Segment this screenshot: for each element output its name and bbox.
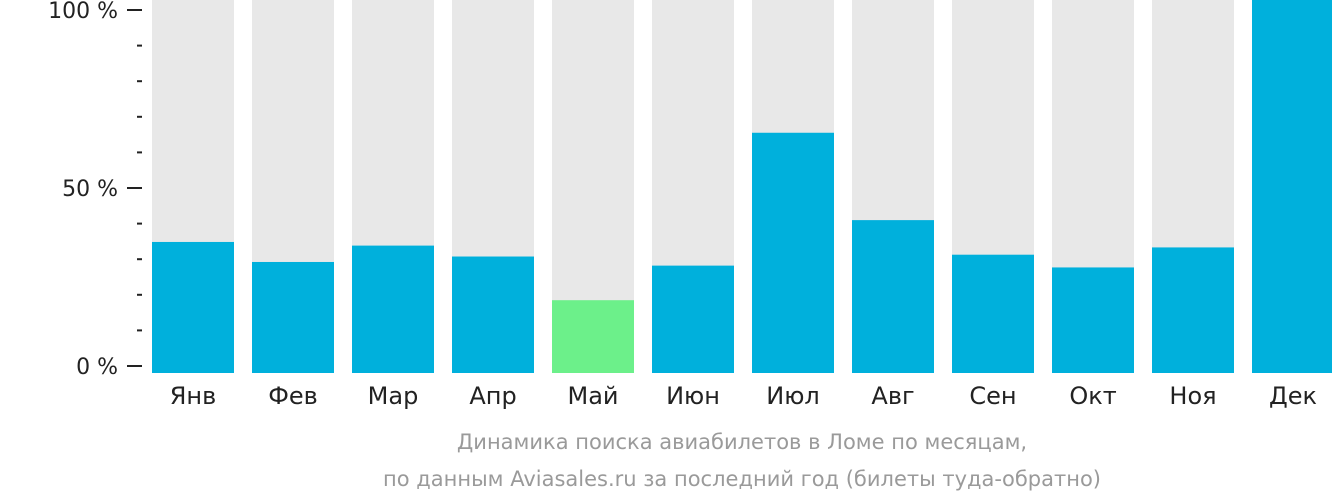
x-tick-label: Сен bbox=[969, 382, 1016, 410]
bar bbox=[952, 254, 1034, 373]
x-tick-label: Июл bbox=[766, 382, 820, 410]
x-tick-label: Апр bbox=[469, 382, 516, 410]
bar bbox=[352, 245, 434, 373]
x-tick-label: Авг bbox=[871, 382, 914, 410]
bar bbox=[1052, 267, 1134, 373]
bar bbox=[252, 261, 334, 373]
chart-caption-line-1: Динамика поиска авиабилетов в Ломе по ме… bbox=[456, 430, 1028, 454]
x-tick-label: Янв bbox=[170, 382, 217, 410]
y-tick-label: 0 % bbox=[76, 355, 118, 380]
x-tick-label: Мар bbox=[368, 382, 419, 410]
bar bbox=[1152, 247, 1234, 373]
bar bbox=[552, 300, 634, 373]
chart-caption-line-2: по данным Aviasales.ru за последний год … bbox=[383, 467, 1101, 491]
x-tick-label: Июн bbox=[666, 382, 720, 410]
y-tick-label: 50 % bbox=[62, 177, 118, 202]
x-tick-label: Май bbox=[567, 382, 618, 410]
bar bbox=[452, 256, 534, 373]
bar bbox=[1252, 0, 1332, 373]
bar bbox=[752, 132, 834, 373]
bar-chart: Янв Фев Мар Апр Май Июн Июл Авг Сен Окт Ноя Дек 0 % 5… bbox=[48, 0, 1332, 410]
bar bbox=[852, 220, 934, 373]
bar bbox=[152, 241, 234, 373]
bar bbox=[652, 265, 734, 373]
y-tick-label: 100 % bbox=[48, 0, 118, 24]
x-tick-label: Фев bbox=[268, 382, 318, 410]
x-tick-label: Окт bbox=[1069, 382, 1116, 410]
x-tick-label: Дек bbox=[1269, 382, 1317, 410]
x-tick-label: Ноя bbox=[1169, 382, 1216, 410]
